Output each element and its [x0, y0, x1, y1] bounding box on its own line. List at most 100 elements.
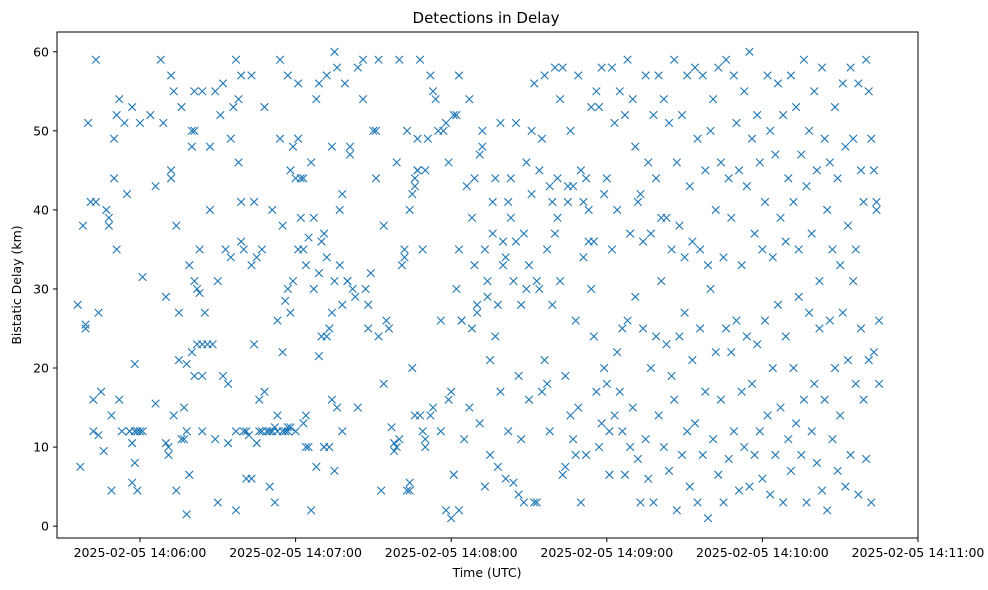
y-axis-title: Bistatic Delay (km) [9, 225, 24, 344]
data-point-marker [659, 442, 669, 452]
data-point-marker [166, 166, 176, 175]
data-point-marker [587, 284, 596, 294]
data-point-marker [236, 197, 246, 207]
data-point-marker [856, 166, 866, 175]
data-point-marker [252, 438, 261, 448]
data-point-marker [636, 498, 645, 507]
data-point-marker [737, 261, 746, 270]
data-point-marker [563, 197, 573, 207]
data-point-marker [701, 387, 710, 396]
data-point-marker [540, 71, 549, 80]
data-point-marker [301, 261, 311, 270]
data-point-marker [485, 355, 495, 365]
data-point-marker [524, 395, 534, 404]
data-point-marker [854, 490, 863, 499]
data-point-marker [211, 87, 220, 96]
data-point-marker [690, 63, 700, 72]
data-point-marker [781, 237, 790, 246]
data-point-marker [683, 71, 692, 80]
data-point-marker [581, 174, 591, 183]
data-point-marker [846, 63, 855, 72]
plot-frame [56, 31, 919, 539]
data-point-marker [584, 205, 593, 215]
data-point-marker [415, 411, 425, 420]
data-point-marker [447, 514, 456, 523]
data-point-marker [185, 261, 194, 270]
data-point-marker [198, 371, 207, 381]
data-point-marker [558, 63, 567, 72]
data-point-marker [115, 395, 124, 404]
data-point-marker [519, 229, 528, 238]
data-point-marker [288, 276, 298, 286]
data-point-marker [400, 245, 409, 254]
data-point-marker [670, 395, 679, 404]
data-point-marker [120, 118, 129, 128]
data-point-marker [628, 403, 637, 412]
data-point-marker [255, 427, 264, 436]
data-point-marker [690, 419, 700, 428]
data-point-marker [501, 253, 510, 262]
y-tick-label: 40 [33, 202, 49, 217]
data-point-marker [441, 506, 451, 515]
data-point-marker [107, 486, 116, 495]
data-point-marker [166, 174, 176, 183]
data-point-marker [542, 379, 552, 389]
data-point-marker [864, 87, 873, 96]
data-point-marker [332, 403, 342, 412]
data-point-marker [423, 134, 433, 143]
data-point-marker [283, 71, 292, 80]
data-point-marker [529, 498, 539, 507]
data-point-marker [252, 253, 261, 262]
data-point-marker [581, 450, 591, 460]
data-point-marker [612, 205, 622, 215]
data-point-marker [408, 363, 417, 373]
data-point-marker [216, 110, 225, 120]
data-point-marker [270, 423, 280, 432]
data-point-marker [244, 431, 254, 440]
data-point-marker [509, 276, 518, 286]
data-point-marker [644, 158, 653, 167]
data-point-marker [405, 205, 414, 215]
data-point-marker [651, 332, 661, 341]
data-point-marker [810, 87, 819, 96]
data-point-marker [128, 438, 137, 448]
data-point-marker [485, 450, 495, 460]
data-point-marker [612, 348, 622, 357]
data-point-marker [172, 486, 181, 495]
data-point-marker [550, 229, 560, 238]
data-point-marker [164, 450, 173, 460]
data-point-marker [299, 245, 308, 254]
data-point-marker [664, 118, 674, 128]
data-point-marker [555, 276, 565, 286]
data-point-marker [161, 438, 171, 448]
data-point-marker [867, 134, 876, 143]
data-point-marker [646, 363, 656, 373]
data-point-marker [213, 276, 222, 286]
data-point-marker [94, 308, 103, 317]
data-point-marker [776, 213, 785, 222]
data-point-marker [856, 324, 866, 333]
data-point-marker [631, 142, 640, 151]
data-point-marker [838, 79, 847, 88]
data-point-marker [848, 276, 858, 286]
data-point-marker [166, 71, 176, 80]
data-point-marker [517, 434, 526, 444]
data-point-marker [571, 316, 580, 325]
data-point-marker [89, 395, 98, 404]
data-point-marker [496, 118, 505, 128]
data-point-marker [828, 245, 837, 254]
data-point-marker [688, 237, 697, 246]
data-point-marker [151, 181, 160, 191]
data-point-marker [226, 134, 235, 143]
data-point-marker [177, 102, 186, 112]
data-point-marker [309, 284, 318, 294]
data-point-marker [260, 102, 269, 112]
data-point-marker [745, 482, 754, 491]
data-point-marker [719, 498, 728, 507]
data-point-marker [623, 316, 632, 325]
data-point-marker [698, 71, 707, 80]
data-point-marker [436, 316, 446, 325]
data-point-marker [239, 427, 248, 436]
data-point-marker [558, 470, 567, 479]
data-point-marker [869, 348, 879, 357]
